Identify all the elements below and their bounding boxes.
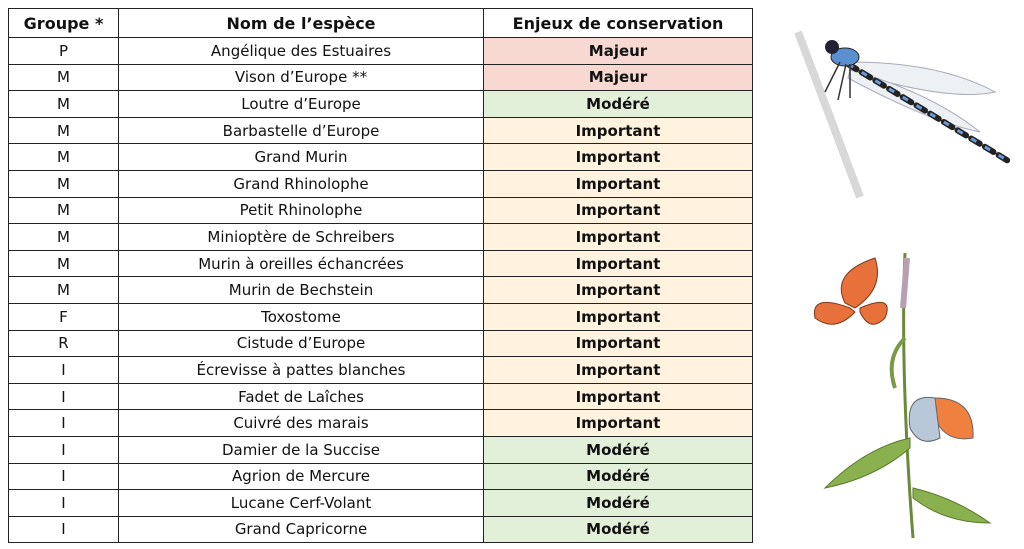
status-cell: Modéré	[483, 90, 753, 118]
species-cell: Cistude d’Europe	[118, 329, 484, 358]
table-row: P Angélique des Estuaires Majeur	[8, 37, 753, 65]
group-cell: R	[8, 329, 119, 358]
status-cell: Important	[483, 302, 753, 331]
table-row: I Fadet de Laîches Important	[8, 382, 753, 411]
group-cell: I	[8, 489, 119, 517]
table-row: F Toxostome Important	[8, 302, 753, 331]
column-header: Nom de l’espèce	[118, 8, 484, 38]
table-row: M Petit Rhinolophe Important	[8, 196, 753, 225]
column-header: Groupe *	[8, 8, 119, 38]
table-row: M Vison d’Europe ** Majeur	[8, 63, 753, 92]
species-cell: Murin de Bechstein	[118, 276, 484, 304]
group-cell: F	[8, 302, 119, 331]
table-row: M Grand Rhinolophe Important	[8, 169, 753, 198]
status-cell: Modéré	[483, 462, 753, 491]
table-row: M Murin de Bechstein Important	[8, 276, 753, 304]
species-table: Groupe * Nom de l’espèce Enjeux de conserv…	[8, 8, 753, 544]
status-cell: Important	[483, 409, 753, 437]
species-cell: Angélique des Estuaires	[118, 37, 484, 65]
butterfly-illustration	[813, 252, 992, 539]
table-row: I Grand Capricorne Modéré	[8, 515, 753, 544]
status-cell: Modéré	[483, 515, 753, 544]
status-cell: Important	[483, 356, 753, 384]
group-cell: I	[8, 435, 119, 464]
table-row: I Cuivré des marais Important	[8, 409, 753, 437]
species-cell: Fadet de Laîches	[118, 382, 484, 411]
group-cell: M	[8, 223, 119, 251]
status-cell: Important	[483, 143, 753, 171]
species-cell: Petit Rhinolophe	[118, 196, 484, 225]
group-cell: I	[8, 515, 119, 544]
table-row: I Écrevisse à pattes blanches Important	[8, 356, 753, 384]
table-row: I Damier de la Succise Modéré	[8, 435, 753, 464]
group-cell: M	[8, 116, 119, 145]
status-cell: Modéré	[483, 435, 753, 464]
species-cell: Grand Murin	[118, 143, 484, 171]
status-cell: Important	[483, 249, 753, 278]
group-cell: M	[8, 63, 119, 92]
species-cell: Écrevisse à pattes blanches	[118, 356, 484, 384]
group-cell: M	[8, 276, 119, 304]
status-cell: Important	[483, 382, 753, 411]
species-cell: Grand Capricorne	[118, 515, 484, 544]
table-row: I Agrion de Mercure Modéré	[8, 462, 753, 491]
species-cell: Grand Rhinolophe	[118, 169, 484, 198]
species-cell: Lucane Cerf-Volant	[118, 489, 484, 517]
column-header: Enjeux de conservation	[483, 8, 753, 38]
species-cell: Murin à oreilles échancrées	[118, 249, 484, 278]
table-row: I Lucane Cerf-Volant Modéré	[8, 489, 753, 517]
table-row: M Grand Murin Important	[8, 143, 753, 171]
group-cell: M	[8, 90, 119, 118]
header-row: Groupe * Nom de l’espèce Enjeux de conserv…	[8, 8, 753, 38]
species-cell: Loutre d’Europe	[118, 90, 484, 118]
table-row: M Minioptère de Schreibers Important	[8, 223, 753, 251]
species-cell: Agrion de Mercure	[118, 462, 484, 491]
group-cell: M	[8, 169, 119, 198]
status-cell: Important	[483, 223, 753, 251]
status-cell: Important	[483, 329, 753, 358]
species-cell: Vison d’Europe **	[118, 63, 484, 92]
status-cell: Modéré	[483, 489, 753, 517]
group-cell: I	[8, 356, 119, 384]
table-row: M Murin à oreilles échancrées Important	[8, 249, 753, 278]
table-row: R Cistude d’Europe Important	[8, 329, 753, 358]
species-cell: Barbastelle d’Europe	[118, 116, 484, 145]
status-cell: Majeur	[483, 63, 753, 92]
group-cell: M	[8, 143, 119, 171]
status-cell: Majeur	[483, 37, 753, 65]
group-cell: I	[8, 462, 119, 491]
species-cell: Minioptère de Schreibers	[118, 223, 484, 251]
group-cell: I	[8, 409, 119, 437]
species-cell: Cuivré des marais	[118, 409, 484, 437]
dragonfly-illustration	[794, 30, 1013, 199]
group-cell: I	[8, 382, 119, 411]
table-row: M Barbastelle d’Europe Important	[8, 116, 753, 145]
status-cell: Important	[483, 116, 753, 145]
status-cell: Important	[483, 169, 753, 198]
group-cell: M	[8, 249, 119, 278]
group-cell: P	[8, 37, 119, 65]
species-cell: Damier de la Succise	[118, 435, 484, 464]
status-cell: Important	[483, 196, 753, 225]
group-cell: M	[8, 196, 119, 225]
species-cell: Toxostome	[118, 302, 484, 331]
status-cell: Important	[483, 276, 753, 304]
table-row: M Loutre d’Europe Modéré	[8, 90, 753, 118]
